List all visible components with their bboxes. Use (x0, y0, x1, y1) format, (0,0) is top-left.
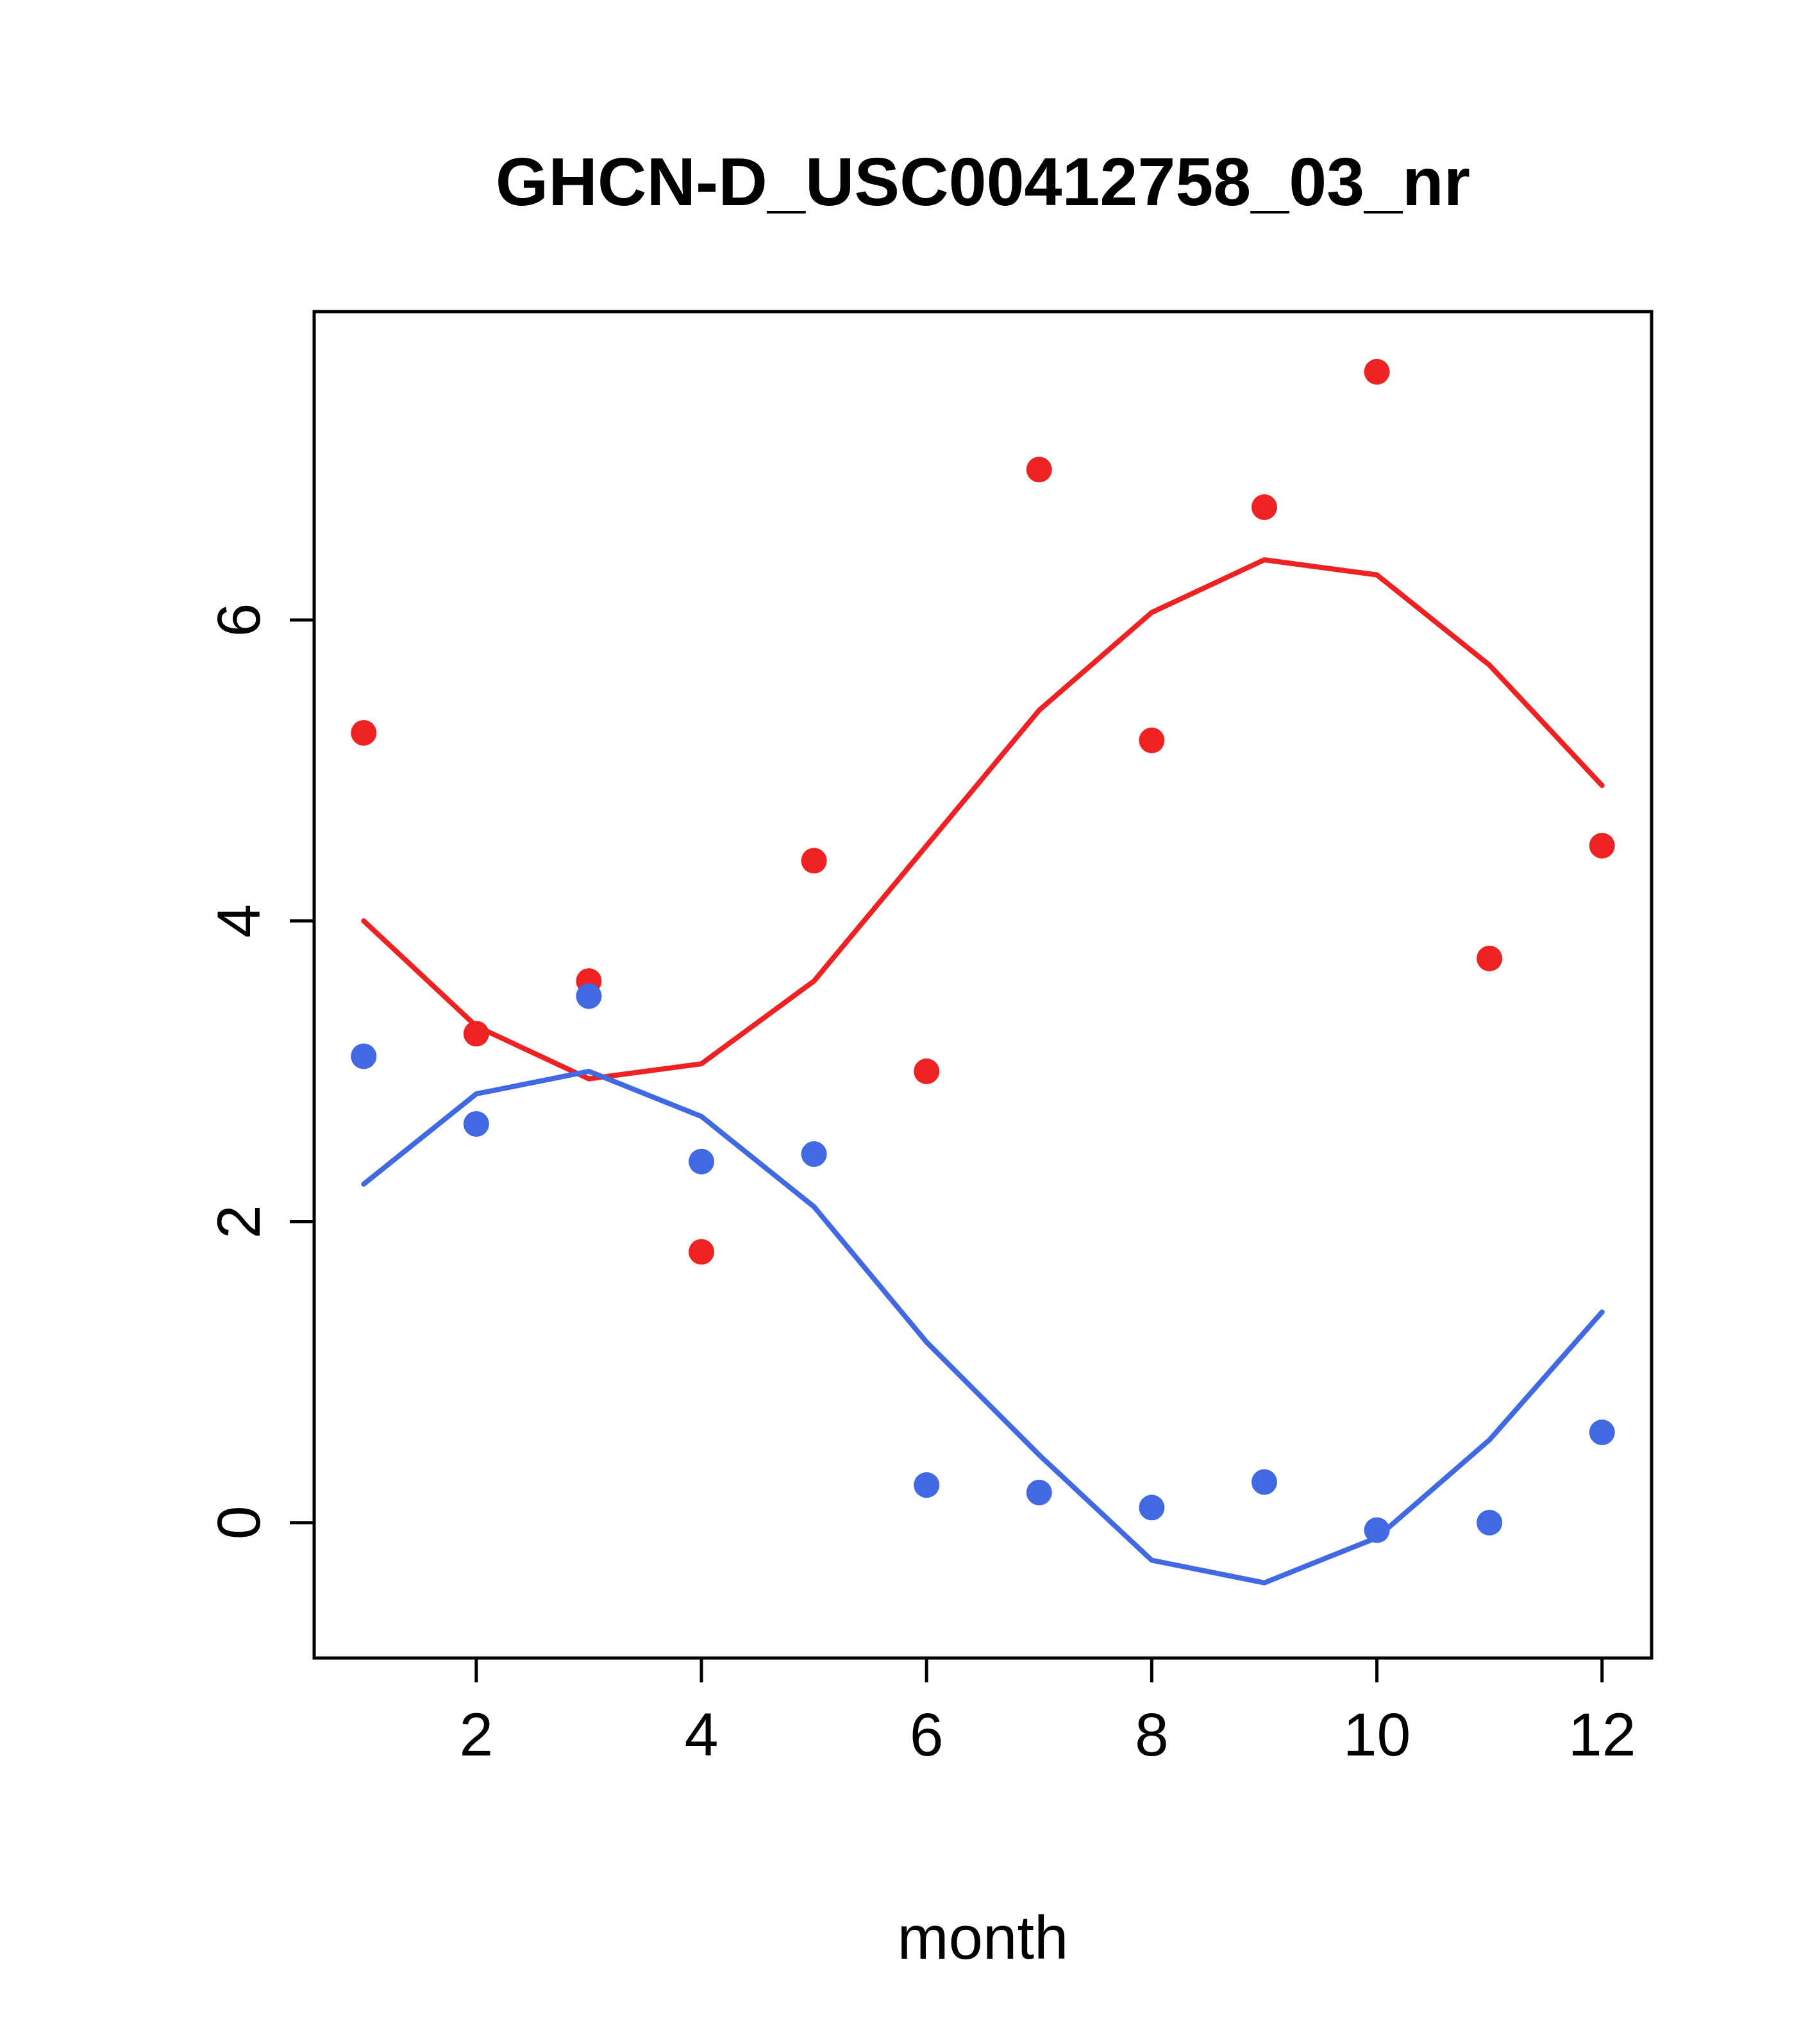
red-series-points-marker (689, 1239, 715, 1265)
blue-series-points-marker (1026, 1479, 1052, 1505)
red-series-points-marker (351, 719, 377, 746)
x-tick-label: 2 (459, 1701, 493, 1769)
y-tick-label: 0 (205, 1505, 273, 1539)
blue-smooth-line (361, 1068, 1605, 1586)
red-series-points-marker (1139, 727, 1165, 753)
x-axis-label: month (898, 1904, 1069, 1972)
blue-series-points-marker (1477, 1509, 1503, 1536)
blue-series-points-marker (1139, 1495, 1165, 1521)
y-tick-label: 4 (205, 904, 273, 938)
plot-content: 2 4 6 8 10 12 0 2 4 6 (205, 310, 1654, 1769)
red-smooth-line (361, 557, 1605, 1082)
y-tick-label: 6 (205, 603, 273, 637)
blue-series-points-marker (801, 1141, 827, 1167)
red-series-points-marker (801, 848, 827, 874)
red-series-points-marker (1589, 832, 1615, 859)
x-tick-label: 8 (1135, 1701, 1169, 1769)
red-series-points-marker (914, 1058, 940, 1084)
blue-series-points-marker (351, 1043, 377, 1069)
blue-series-points-marker (1589, 1420, 1615, 1446)
red-series-points-marker (1251, 494, 1277, 521)
red-series-points-marker (1364, 358, 1390, 385)
red-series-points-marker (1477, 945, 1503, 971)
chart-title: GHCN-D_USC00412758_03_nr (496, 144, 1470, 220)
blue-series-points-marker (463, 1111, 489, 1137)
red-series-points-marker (1026, 457, 1052, 483)
x-tick-label: 6 (910, 1701, 944, 1769)
blue-series-points-marker (576, 983, 602, 1009)
blue-series-points-marker (1251, 1469, 1277, 1495)
blue-series-points-marker (689, 1148, 715, 1175)
x-tick-label: 4 (685, 1701, 719, 1769)
plot-border (312, 310, 1654, 1660)
blue-series-points-marker (914, 1472, 940, 1498)
y-tick-label: 2 (205, 1205, 273, 1239)
x-tick-label: 12 (1568, 1701, 1636, 1769)
red-series-points-marker (463, 1021, 489, 1047)
x-tick-label: 10 (1343, 1701, 1411, 1769)
blue-series-points-marker (1364, 1517, 1390, 1543)
